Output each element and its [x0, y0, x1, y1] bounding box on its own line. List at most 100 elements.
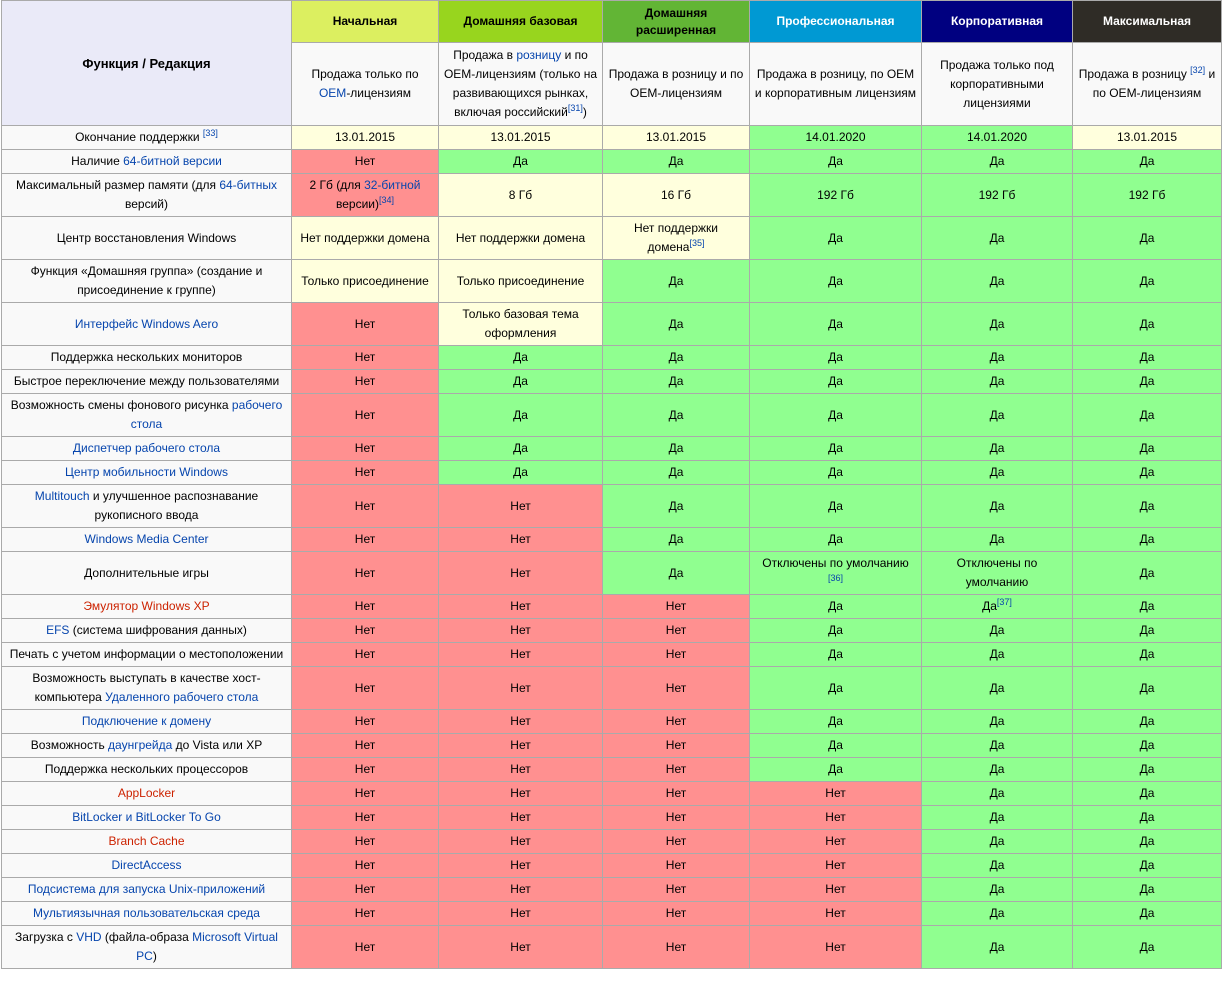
- feature-name: Диспетчер рабочего стола: [1, 436, 292, 461]
- reference-link[interactable]: [32]: [1190, 65, 1206, 75]
- feature-value-cell: Да: [1072, 757, 1222, 782]
- feature-name: Центр мобильности Windows: [1, 460, 292, 485]
- feature-name: Поддержка нескольких мониторов: [1, 345, 292, 370]
- reference-link[interactable]: [35]: [689, 238, 705, 248]
- reference-link[interactable]: [31]: [567, 103, 583, 113]
- wiki-link[interactable]: 32-битной: [364, 178, 421, 192]
- feature-value-cell: Нет: [291, 666, 439, 710]
- reference-link[interactable]: [37]: [996, 597, 1012, 607]
- feature-value-cell: Нет: [749, 877, 922, 902]
- cell-content: 13.01.2015: [1117, 130, 1177, 144]
- wiki-link[interactable]: Центр мобильности Windows: [65, 465, 228, 479]
- feature-value-cell: Нет: [291, 901, 439, 926]
- feature-name: Печать с учетом информации о местоположе…: [1, 642, 292, 667]
- wiki-link[interactable]: OEM: [318, 86, 347, 100]
- feature-value-cell: 14.01.2020: [749, 125, 922, 150]
- wiki-link[interactable]: рабочего стола: [130, 398, 283, 431]
- feature-value-cell: Да: [921, 901, 1073, 926]
- wiki-link[interactable]: Microsoft Virtual PC: [136, 930, 278, 963]
- text: 13.01.2015: [645, 130, 707, 144]
- wiki-link[interactable]: Мультиязычная пользовательская среда: [33, 906, 260, 920]
- feature-value-cell: Нет: [602, 594, 750, 619]
- wiki-link[interactable]: AppLocker: [117, 786, 176, 800]
- feature-value-cell: Да: [749, 527, 922, 552]
- wiki-link[interactable]: BitLocker и BitLocker To Go: [72, 810, 221, 824]
- feature-value-cell: 13.01.2015: [291, 125, 439, 150]
- feature-value-cell: Отключены по умолчанию [36]: [749, 551, 922, 595]
- table-row: Загрузка с VHD (файла-образа Microsoft V…: [1, 925, 1222, 969]
- feature-value-cell: Только присоединение: [291, 259, 439, 303]
- feature-value-cell: Нет: [291, 829, 439, 854]
- feature-value-cell: Да: [749, 618, 922, 643]
- text: Печать с учетом информации о местоположе…: [9, 647, 284, 661]
- edition-distribution: Продажа в розницу [32] и по OEM-лицензия…: [1072, 42, 1222, 126]
- text: Только базовая тема оформления: [462, 307, 579, 340]
- feature-value-cell: 14.01.2020: [921, 125, 1073, 150]
- wiki-link[interactable]: EFS: [46, 623, 70, 637]
- feature-value-cell: Нет: [291, 618, 439, 643]
- feature-value-cell: Да: [602, 259, 750, 303]
- feature-value-cell: Нет: [291, 877, 439, 902]
- cell-content: Только присоединение: [301, 274, 429, 288]
- wiki-link[interactable]: Удаленного рабочего стола: [105, 690, 259, 704]
- table-row: Возможность даунгрейда до Vista или XP Не…: [1, 733, 1222, 758]
- text: до Vista или XP: [172, 738, 263, 752]
- feature-value-cell: Да: [1072, 345, 1222, 370]
- edition-distribution: Продажа в розницу и по OEM-лицензиям: [602, 42, 750, 126]
- feature-value-cell: Да: [921, 345, 1073, 370]
- table-row: Печать с учетом информации о местоположе…: [1, 642, 1222, 667]
- feature-name: Подключение к домену: [1, 709, 292, 734]
- feature-value-cell: Нет: [749, 925, 922, 969]
- text: Центр восстановления Windows: [56, 230, 237, 245]
- wiki-link[interactable]: Интерфейс Windows Aero: [74, 316, 219, 331]
- wiki-link[interactable]: DirectAccess: [111, 858, 182, 872]
- feature-name: Загрузка с VHD (файла-образа Microsoft V…: [1, 925, 292, 969]
- feature-value-cell: Да: [602, 460, 750, 485]
- wiki-link[interactable]: Windows Media Center: [84, 532, 209, 546]
- reference-link[interactable]: [36]: [827, 573, 843, 583]
- feature-value-cell: 16 Гб: [602, 173, 750, 217]
- feature-value-cell: Да: [1072, 901, 1222, 926]
- wiki-link[interactable]: розницу: [516, 48, 562, 62]
- wiki-link[interactable]: Branch Cache: [108, 834, 185, 848]
- wiki-link[interactable]: 64-битной версии: [123, 154, 222, 168]
- feature-value-cell: Да: [749, 594, 922, 619]
- feature-value-cell: Да: [921, 709, 1073, 734]
- table-row: Branch Cache Нет Нет Нет Нет Да Да: [1, 829, 1222, 854]
- feature-value-cell: Нет: [438, 666, 603, 710]
- wiki-link[interactable]: Эмулятор Windows XP: [83, 599, 210, 613]
- wiki-link[interactable]: Диспетчер рабочего стола: [72, 441, 221, 455]
- cell-content: 13.01.2015: [490, 130, 550, 144]
- feature-name: Возможность смены фонового рисунка рабоч…: [1, 393, 292, 437]
- text: Поддержка нескольких мониторов: [50, 350, 243, 364]
- text: Функция «Домашняя группа» (создание и пр…: [30, 264, 263, 297]
- text: 192 Гб: [978, 187, 1016, 202]
- text: Поддержка нескольких процессоров: [44, 762, 249, 776]
- feature-value-cell: Нет: [438, 853, 603, 878]
- wiki-link[interactable]: Подсистема для запуска Unix-приложений: [27, 882, 266, 896]
- wiki-link[interactable]: 64-битных: [219, 178, 277, 192]
- text: версий): [125, 197, 168, 211]
- feature-value-cell: Да: [602, 149, 750, 174]
- feature-value-cell: Да: [921, 393, 1073, 437]
- feature-value-cell: Нет: [291, 527, 439, 552]
- edition-distribution: Продажа в розницу, по OEM и корпоративны…: [749, 42, 922, 126]
- feature-value-cell: Да: [1072, 853, 1222, 878]
- feature-value-cell: Да: [438, 436, 603, 461]
- wiki-link[interactable]: VHD: [76, 930, 102, 944]
- feature-value-cell: Да: [602, 527, 750, 552]
- text: 13.01.2015: [334, 130, 396, 144]
- feature-name: Эмулятор Windows XP: [1, 594, 292, 619]
- feature-value-cell: Нет: [602, 666, 750, 710]
- wiki-link[interactable]: Подключение к домену: [81, 714, 212, 728]
- reference-link[interactable]: [33]: [202, 128, 218, 138]
- feature-value-cell: Да: [1072, 149, 1222, 174]
- reference-link[interactable]: [34]: [378, 195, 394, 205]
- feature-value-cell: Да: [1072, 805, 1222, 830]
- feature-value-cell: Только присоединение: [438, 259, 603, 303]
- wiki-link[interactable]: даунгрейда: [108, 738, 173, 752]
- text: и по OEM-лицензиям (только на развивающи…: [443, 48, 598, 119]
- wiki-link[interactable]: Multitouch: [34, 489, 90, 503]
- text: Возможность выступать в качестве хост-ко…: [32, 671, 261, 704]
- feature-value-cell: Отключены по умолчанию: [921, 551, 1073, 595]
